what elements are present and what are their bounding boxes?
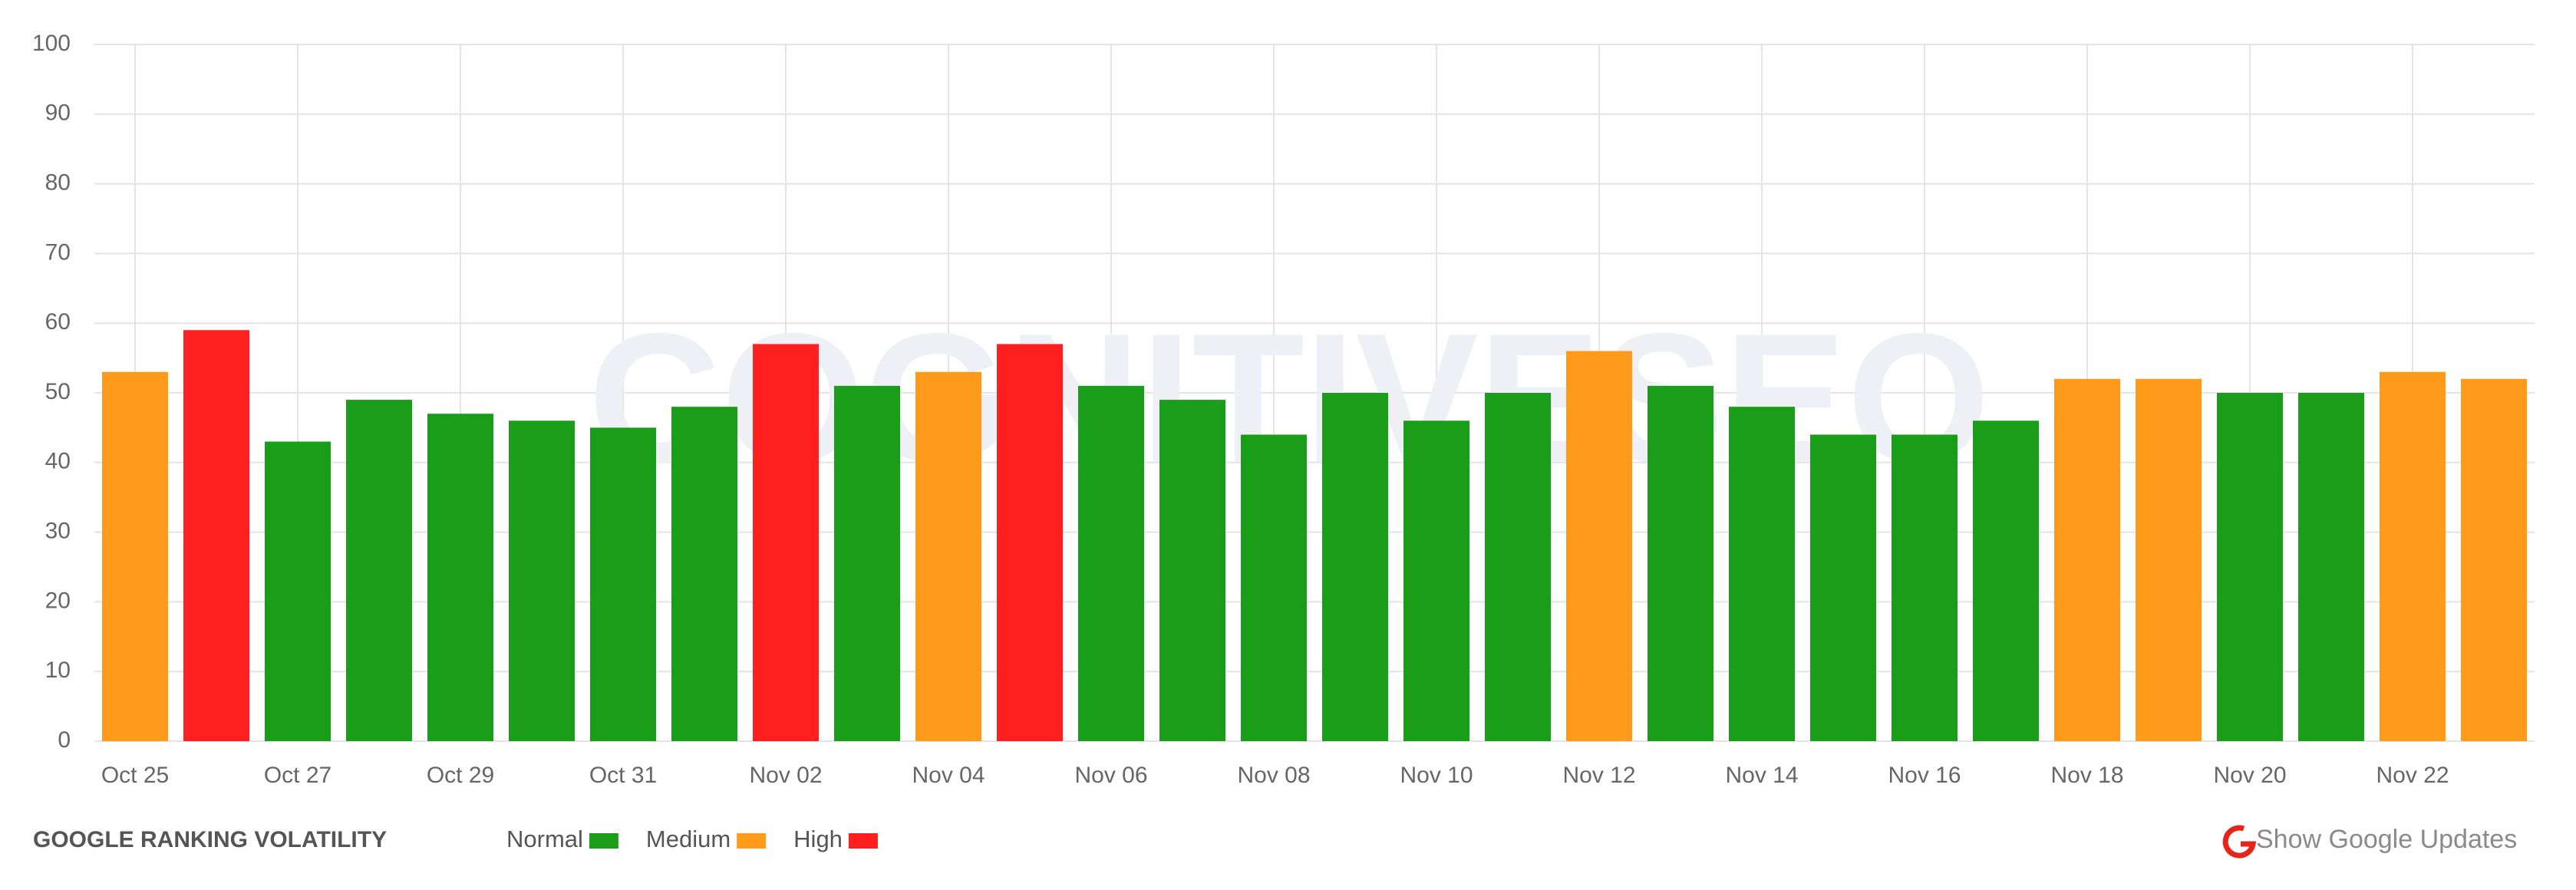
bar — [1322, 393, 1388, 741]
y-tick-label: 20 — [45, 588, 71, 613]
bar — [2136, 378, 2202, 741]
bar — [1973, 420, 2039, 741]
bar — [1729, 407, 1795, 741]
y-tick-label: 100 — [32, 31, 71, 56]
legend-swatch — [589, 833, 618, 849]
x-tick-label: Nov 06 — [1074, 763, 1147, 788]
bar — [1078, 385, 1144, 741]
legend-swatch — [737, 833, 767, 849]
bar — [1648, 385, 1713, 741]
x-tick-label: Nov 08 — [1237, 763, 1310, 788]
bar — [2217, 393, 2283, 741]
x-tick-label: Nov 12 — [1562, 763, 1635, 788]
x-tick-label: Nov 14 — [1725, 763, 1798, 788]
bar — [346, 400, 412, 741]
x-tick-label: Nov 02 — [749, 763, 822, 788]
x-tick-label: Oct 27 — [264, 763, 331, 788]
x-tick-label: Oct 31 — [589, 763, 657, 788]
x-tick-label: Nov 20 — [2213, 763, 2286, 788]
bar — [2380, 371, 2446, 741]
bar — [427, 414, 493, 741]
bar — [753, 344, 819, 741]
y-tick-label: 0 — [58, 727, 71, 753]
x-tick-label: Oct 29 — [427, 763, 494, 788]
x-tick-label: Nov 04 — [912, 763, 985, 788]
y-tick-label: 30 — [45, 519, 71, 544]
bar — [1810, 434, 1876, 741]
bar — [1159, 400, 1225, 741]
y-tick-label: 60 — [45, 309, 71, 335]
chart-title: GOOGLE RANKING VOLATILITY — [33, 827, 387, 852]
button-label[interactable]: Show Google Updates — [2256, 825, 2517, 854]
bar — [1566, 351, 1632, 741]
x-tick-label: Nov 16 — [1888, 763, 1961, 788]
x-tick-label: Nov 18 — [2050, 763, 2123, 788]
bar — [183, 330, 249, 741]
y-tick-label: 40 — [45, 449, 71, 474]
y-tick-label: 50 — [45, 379, 71, 404]
google-icon — [2222, 825, 2257, 859]
legend-label: High — [793, 826, 843, 852]
bar — [1241, 434, 1307, 741]
bar — [102, 371, 168, 741]
bar — [590, 427, 656, 741]
bar — [1892, 434, 1958, 741]
x-tick-label: Nov 22 — [2376, 763, 2449, 788]
google-updates-button[interactable]: Show Google Updates — [2222, 825, 2517, 859]
y-tick-label: 80 — [45, 170, 71, 196]
bar — [1485, 393, 1551, 741]
legend-label: Normal — [506, 826, 583, 852]
bar — [1403, 420, 1469, 741]
y-tick-label: 90 — [45, 101, 71, 126]
bar — [671, 407, 737, 741]
y-tick-label: 10 — [45, 658, 71, 683]
bar — [2054, 378, 2120, 741]
x-tick-label: Oct 25 — [101, 763, 169, 788]
x-tick-label: Nov 10 — [1400, 763, 1473, 788]
bar — [265, 441, 331, 741]
legend-swatch — [848, 833, 878, 849]
bar — [915, 371, 981, 741]
bar — [834, 385, 900, 741]
bar — [509, 420, 575, 741]
bar — [997, 344, 1063, 741]
bar — [2298, 393, 2364, 741]
y-tick-label: 70 — [45, 239, 71, 265]
bar — [2461, 378, 2527, 741]
legend-label: Medium — [646, 826, 731, 852]
